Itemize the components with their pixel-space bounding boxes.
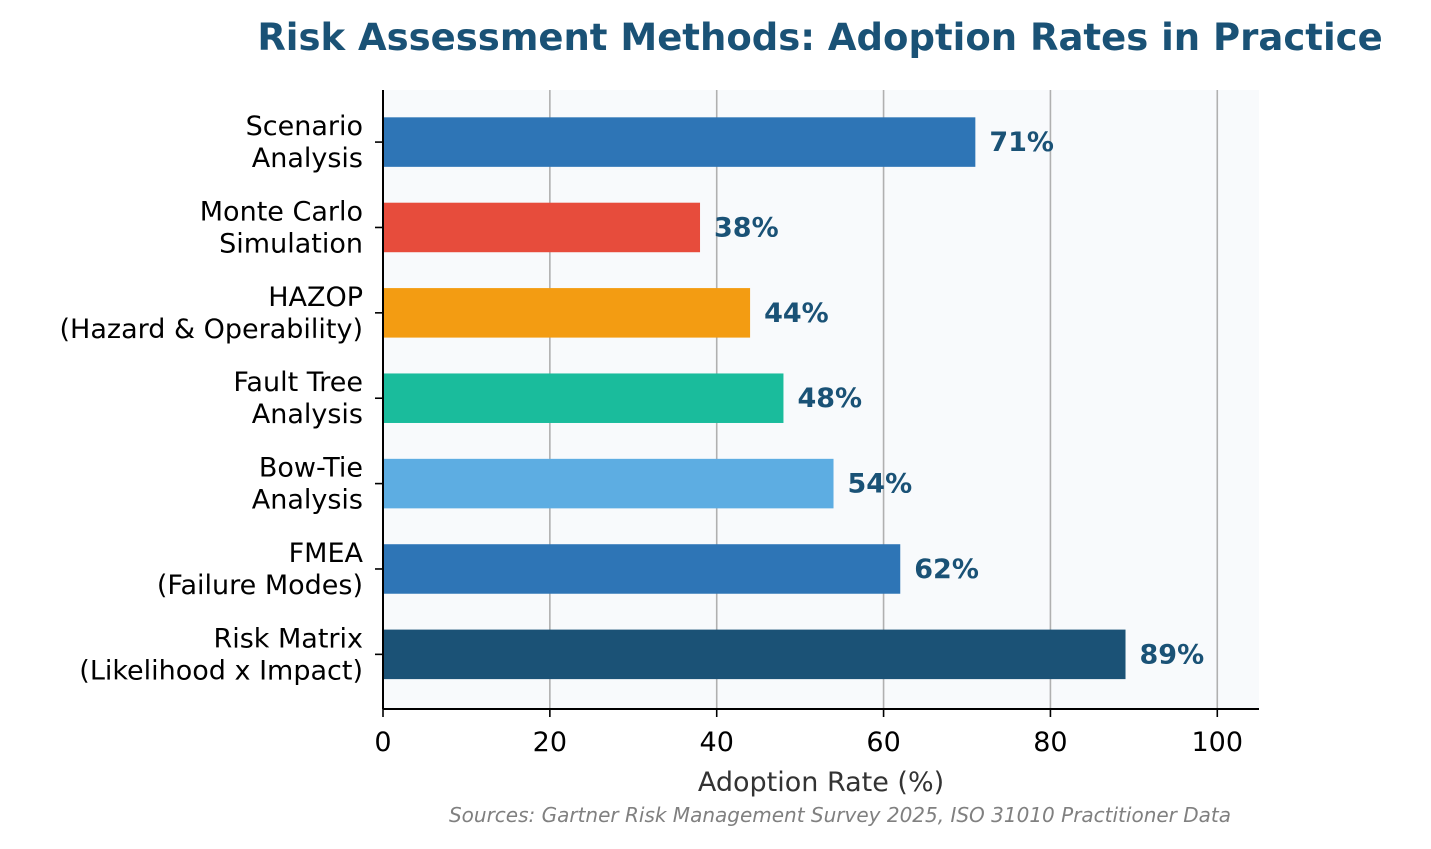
value-label: 62%: [914, 554, 979, 585]
bar: [383, 458, 834, 509]
bar: [383, 544, 901, 594]
bar: [383, 373, 784, 423]
x-tick-label: 0: [374, 727, 391, 758]
x-tick-label: 20: [533, 727, 567, 758]
x-tick-label: 60: [866, 727, 900, 758]
bar: [383, 629, 1126, 680]
x-tick-label: 80: [1033, 727, 1067, 758]
source-note: Sources: Gartner Risk Management Survey …: [449, 803, 1231, 827]
x-tick-label: 100: [1192, 727, 1244, 758]
bar: [383, 288, 751, 338]
y-tick-label: Risk Matrix (Likelihood x Impact): [79, 623, 363, 686]
value-label: 38%: [714, 212, 779, 243]
chart-title: Risk Assessment Methods: Adoption Rates …: [257, 16, 1382, 59]
y-tick-label: HAZOP (Hazard & Operability): [60, 282, 363, 345]
y-tick-label: Fault Tree Analysis: [233, 367, 363, 430]
x-axis-label: Adoption Rate (%): [698, 767, 944, 798]
y-axis: Risk Matrix (Likelihood x Impact) FMEA (Fai…: [60, 90, 384, 709]
bar: [383, 117, 976, 167]
value-label: 44%: [764, 298, 829, 329]
y-tick-label: Monte Carlo Simulation: [200, 196, 363, 259]
x-axis: 0 20 40 60 80 100: [374, 708, 1259, 758]
y-tick-label: Bow-Tie Analysis: [252, 453, 363, 516]
value-label: 71%: [989, 127, 1054, 158]
value-label: 48%: [797, 383, 862, 414]
value-label: 54%: [848, 469, 913, 500]
y-tick-label: FMEA (Failure Modes): [157, 538, 364, 601]
bar: [383, 202, 701, 253]
x-tick-label: 40: [700, 727, 734, 758]
y-tick-label: Scenario Analysis: [246, 111, 363, 174]
value-label: 89%: [1140, 639, 1205, 670]
value-labels: 89% 62% 54% 48% 44% 38% 71%: [714, 127, 1204, 670]
bars: [383, 117, 1126, 680]
